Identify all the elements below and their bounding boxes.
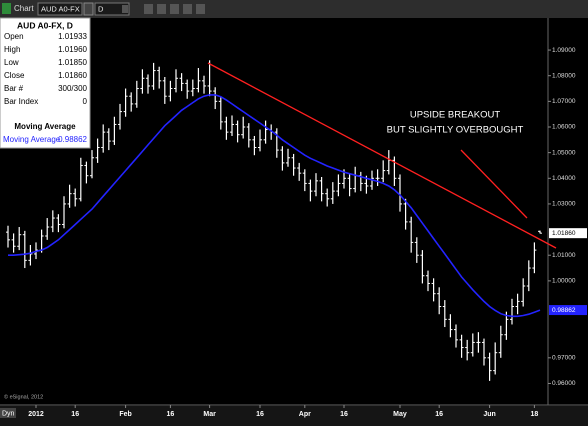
ma-legend-name: Moving Average (3, 135, 61, 144)
ma-value-label: 0.98862 (552, 307, 576, 314)
y-tick-label: 1.07000 (552, 98, 576, 105)
info-title: AUD A0-FX, D (17, 20, 73, 30)
plot-area (0, 18, 548, 405)
tool-icon[interactable] (170, 4, 179, 14)
info-panel: AUD A0-FX, D Open 1.01933 High 1.01960 Low 1.… (0, 17, 91, 149)
symbol-text: AUD A0-FX (41, 4, 80, 13)
y-tick-label: 1.00000 (552, 278, 576, 285)
app-icon (2, 3, 11, 14)
annotation: UPSIDE BREAKOUT (410, 110, 500, 121)
time-axis-bg (0, 406, 588, 426)
y-tick-label: 1.08000 (552, 72, 576, 79)
y-tick-label: 1.01000 (552, 252, 576, 259)
trend-line (207, 62, 557, 249)
info-rows: Open 1.01933 High 1.01960 Low 1.01850 Close 1.0… (4, 32, 88, 106)
x-tick-label: 16 (256, 411, 264, 418)
info-value: 300/300 (58, 84, 87, 93)
info-label: Bar # (4, 84, 24, 93)
info-value: 1.01960 (58, 45, 87, 54)
last-price-label: 1.01860 (552, 230, 576, 237)
info-value: 0 (83, 97, 88, 106)
x-tick-label: Mar (203, 411, 216, 418)
y-tick-label: 1.04000 (552, 175, 576, 182)
arrow-line (460, 149, 528, 219)
info-value: 1.01933 (58, 32, 87, 41)
y-tick-label: 1.05000 (552, 149, 576, 156)
info-label: Close (4, 71, 25, 80)
interval-input[interactable] (94, 2, 130, 16)
x-tick-label: 16 (435, 411, 443, 418)
symbol-button[interactable] (83, 2, 94, 16)
x-tick-label: 16 (71, 411, 79, 418)
dyn-button[interactable] (0, 408, 16, 418)
x-tick-label: 2012 (28, 411, 44, 418)
annotation: BUT SLIGHTLY OVERBOUGHT (387, 125, 524, 136)
x-tick-label: 18 (530, 411, 538, 418)
ma-legend-value: 0.98862 (58, 135, 87, 144)
x-tick-label: Feb (119, 411, 131, 418)
info-value: 1.01850 (58, 58, 87, 67)
marks-layer (6, 60, 542, 381)
dyn-label: Dyn (2, 410, 15, 417)
y-tick-label: 0.97000 (552, 355, 576, 362)
last-price-box (549, 228, 587, 239)
y-tick-label: 0.96000 (552, 380, 576, 387)
interval-text: D (98, 4, 104, 13)
x-tick-label: 16 (167, 411, 175, 418)
info-panel-bg (0, 17, 91, 149)
y-tick-label: 1.09000 (552, 47, 576, 54)
tool-icon[interactable] (196, 4, 205, 14)
symbol-input[interactable] (37, 2, 83, 16)
credit: © eSignal, 2012 (4, 393, 43, 400)
y-tick-label: 1.06000 (552, 124, 576, 131)
info-label: Low (4, 58, 19, 67)
ma-value-box (549, 305, 587, 316)
x-tick-label: May (393, 411, 407, 418)
x-tick-label: 16 (340, 411, 348, 418)
tab-label[interactable]: Chart (14, 4, 34, 13)
tool-icon[interactable] (183, 4, 192, 14)
tool-icon[interactable] (144, 4, 153, 14)
info-label: Open (4, 32, 24, 41)
moving-average-line (8, 94, 541, 318)
interval-dropdown[interactable] (122, 5, 128, 13)
x-tick-label: Jun (483, 411, 495, 418)
info-section: Moving Average (14, 122, 76, 131)
info-label: High (4, 45, 20, 54)
info-label: Bar Index (4, 97, 38, 106)
y-tick-label: 1.03000 (552, 201, 576, 208)
info-value: 1.01860 (58, 71, 87, 80)
x-tick-label: Apr (299, 411, 311, 418)
tool-icon[interactable] (157, 4, 166, 14)
